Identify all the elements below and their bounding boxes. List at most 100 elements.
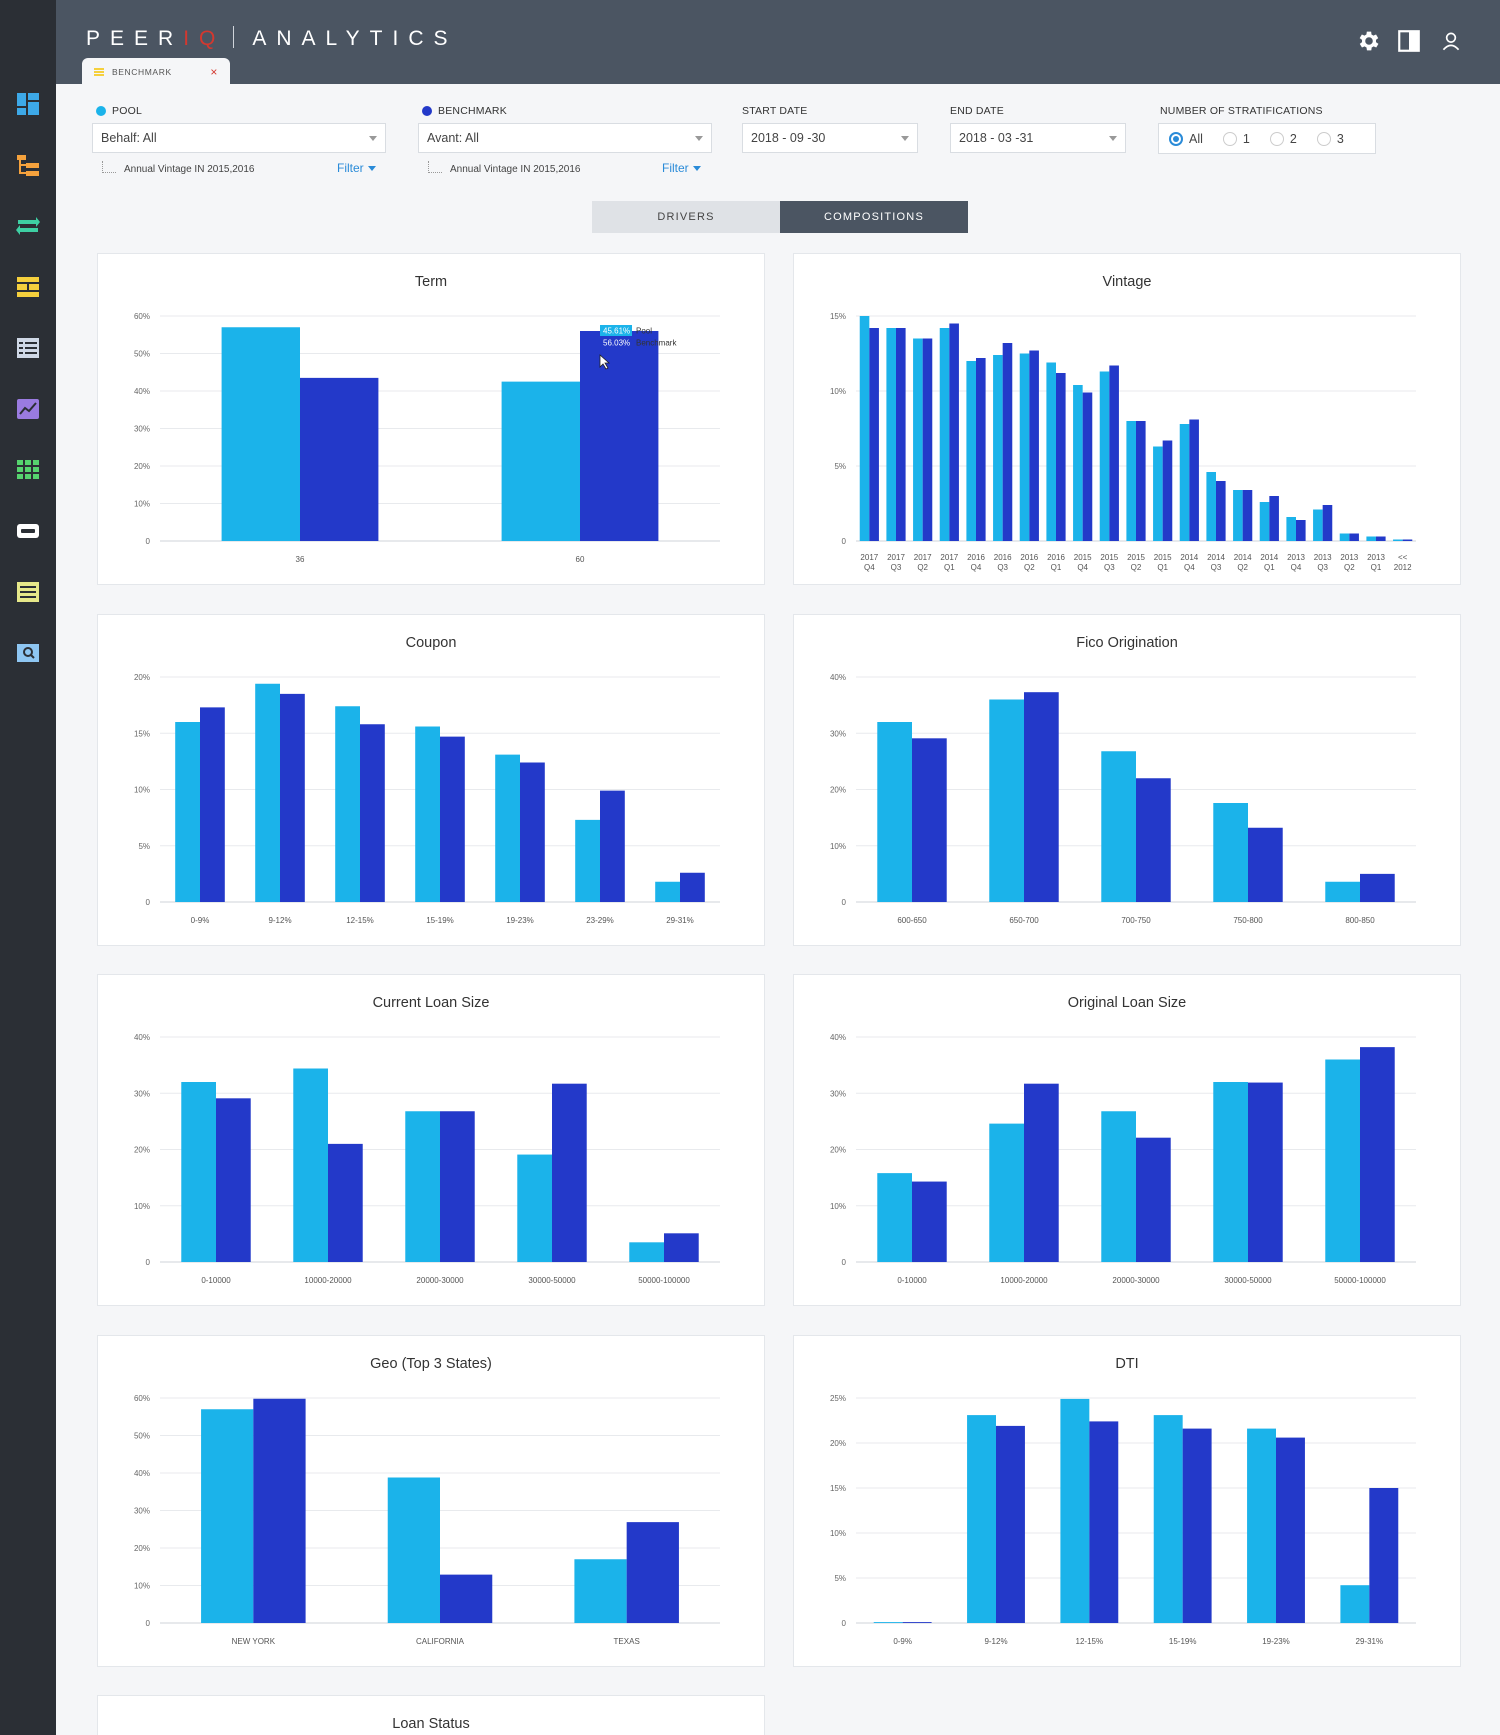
bar-pool[interactable] — [1101, 1111, 1136, 1262]
bar-pool[interactable] — [1366, 536, 1376, 542]
bar-pool[interactable] — [1393, 539, 1403, 542]
bar-pool[interactable] — [1153, 1415, 1183, 1623]
compositions-toggle-button[interactable]: COMPOSITIONS — [780, 201, 968, 233]
bar-benchmark[interactable] — [896, 328, 906, 541]
bar-benchmark[interactable] — [1360, 873, 1395, 902]
tab-close-icon[interactable]: × — [210, 64, 218, 79]
list-icon[interactable] — [16, 336, 40, 360]
bar-pool[interactable] — [877, 1173, 912, 1262]
bar-benchmark[interactable] — [1136, 421, 1146, 541]
bar-pool[interactable] — [1213, 803, 1248, 902]
tab-benchmark[interactable]: BENCHMARK × — [82, 58, 230, 85]
bar-benchmark[interactable] — [1276, 1437, 1305, 1623]
bar-benchmark[interactable] — [996, 1425, 1025, 1623]
bar-benchmark[interactable] — [680, 872, 705, 902]
radio-1[interactable]: 1 — [1222, 131, 1250, 146]
bar-pool[interactable] — [1259, 502, 1270, 541]
bar-pool[interactable] — [873, 1622, 903, 1623]
bar-pool[interactable] — [495, 754, 520, 902]
bar-pool[interactable] — [989, 699, 1024, 903]
bar-pool[interactable] — [415, 726, 440, 903]
bar-benchmark[interactable] — [520, 762, 545, 903]
pool-select[interactable]: Behalf: All — [92, 123, 386, 153]
bar-benchmark[interactable] — [1402, 539, 1413, 542]
bar-pool[interactable] — [877, 722, 912, 902]
bar-benchmark[interactable] — [1024, 692, 1059, 902]
bar-benchmark[interactable] — [1248, 827, 1283, 902]
bar-benchmark[interactable] — [360, 724, 385, 902]
bar-benchmark[interactable] — [1182, 1428, 1212, 1623]
pool-filter-link[interactable]: Filter — [337, 161, 376, 175]
bar-benchmark[interactable] — [580, 331, 659, 541]
bar-benchmark[interactable] — [912, 738, 947, 902]
card-icon[interactable] — [16, 519, 40, 543]
bar-benchmark[interactable] — [912, 1181, 947, 1262]
radio-all[interactable]: All — [1169, 131, 1203, 146]
bar-benchmark[interactable] — [552, 1083, 587, 1262]
bar-pool[interactable] — [1313, 509, 1323, 542]
bar-pool[interactable] — [1340, 1585, 1370, 1623]
bar-pool[interactable] — [1339, 533, 1350, 542]
bar-pool[interactable] — [201, 1409, 254, 1623]
grid-icon[interactable] — [16, 458, 40, 482]
benchmark-filter-link[interactable]: Filter — [662, 161, 701, 175]
search-report-icon[interactable] — [16, 641, 40, 665]
bar-pool[interactable] — [1247, 1428, 1276, 1623]
bar-pool[interactable] — [1046, 362, 1056, 542]
bar-benchmark[interactable] — [1269, 496, 1279, 541]
bar-pool[interactable] — [1286, 517, 1296, 541]
bar-pool[interactable] — [255, 683, 280, 902]
bar-pool[interactable] — [967, 1415, 996, 1623]
settings-gear-icon[interactable] — [1356, 28, 1382, 54]
bar-benchmark[interactable] — [1242, 490, 1253, 541]
bar-pool[interactable] — [1126, 421, 1136, 541]
radio-2[interactable]: 2 — [1269, 131, 1297, 146]
trend-chart-icon[interactable] — [16, 397, 40, 421]
bar-pool[interactable] — [993, 355, 1003, 541]
bar-benchmark[interactable] — [922, 338, 933, 542]
dashboard-icon[interactable] — [16, 92, 40, 116]
bar-pool[interactable] — [966, 361, 976, 541]
bar-benchmark[interactable] — [440, 736, 465, 902]
bar-benchmark[interactable] — [280, 693, 305, 902]
radio-3[interactable]: 3 — [1316, 131, 1344, 146]
bar-benchmark[interactable] — [1349, 533, 1359, 542]
bar-benchmark[interactable] — [1109, 365, 1119, 542]
bar-pool[interactable] — [1019, 353, 1030, 542]
panel-toggle-icon[interactable] — [1396, 28, 1422, 54]
bar-benchmark[interactable] — [626, 1522, 679, 1623]
bar-benchmark[interactable] — [1024, 1083, 1059, 1262]
bar-benchmark[interactable] — [1136, 778, 1171, 902]
bar-pool[interactable] — [886, 328, 896, 541]
bar-benchmark[interactable] — [1248, 1082, 1283, 1262]
start-date-select[interactable]: 2018 - 09 -30 — [742, 123, 918, 153]
bar-benchmark[interactable] — [328, 1143, 363, 1262]
bar-benchmark[interactable] — [600, 790, 625, 902]
bar-pool[interactable] — [655, 881, 680, 902]
bar-benchmark[interactable] — [902, 1622, 932, 1623]
bar-benchmark[interactable] — [216, 1098, 251, 1262]
end-date-select[interactable]: 2018 - 03 -31 — [950, 123, 1126, 153]
bar-benchmark[interactable] — [949, 323, 959, 542]
bar-benchmark[interactable] — [1322, 505, 1333, 541]
bar-pool[interactable] — [181, 1082, 216, 1262]
bar-pool[interactable] — [913, 338, 923, 542]
bar-pool[interactable] — [1325, 881, 1360, 902]
bar-benchmark[interactable] — [1376, 536, 1386, 542]
bar-benchmark[interactable] — [664, 1233, 699, 1262]
bar-pool[interactable] — [1206, 472, 1216, 541]
bar-pool[interactable] — [629, 1242, 664, 1262]
user-icon[interactable] — [1438, 28, 1464, 54]
bar-benchmark[interactable] — [1056, 373, 1066, 541]
bar-benchmark[interactable] — [1360, 1047, 1395, 1262]
bar-pool[interactable] — [1073, 385, 1083, 541]
bar-pool[interactable] — [293, 1068, 328, 1263]
bar-benchmark[interactable] — [869, 328, 879, 541]
benchmark-select[interactable]: Avant: All — [418, 123, 712, 153]
bar-benchmark[interactable] — [1162, 440, 1173, 542]
bar-benchmark[interactable] — [1002, 343, 1013, 541]
bar-pool[interactable] — [1213, 1082, 1248, 1262]
bar-benchmark[interactable] — [253, 1398, 306, 1623]
hierarchy-icon[interactable] — [16, 153, 40, 177]
transfer-icon[interactable] — [16, 214, 40, 238]
